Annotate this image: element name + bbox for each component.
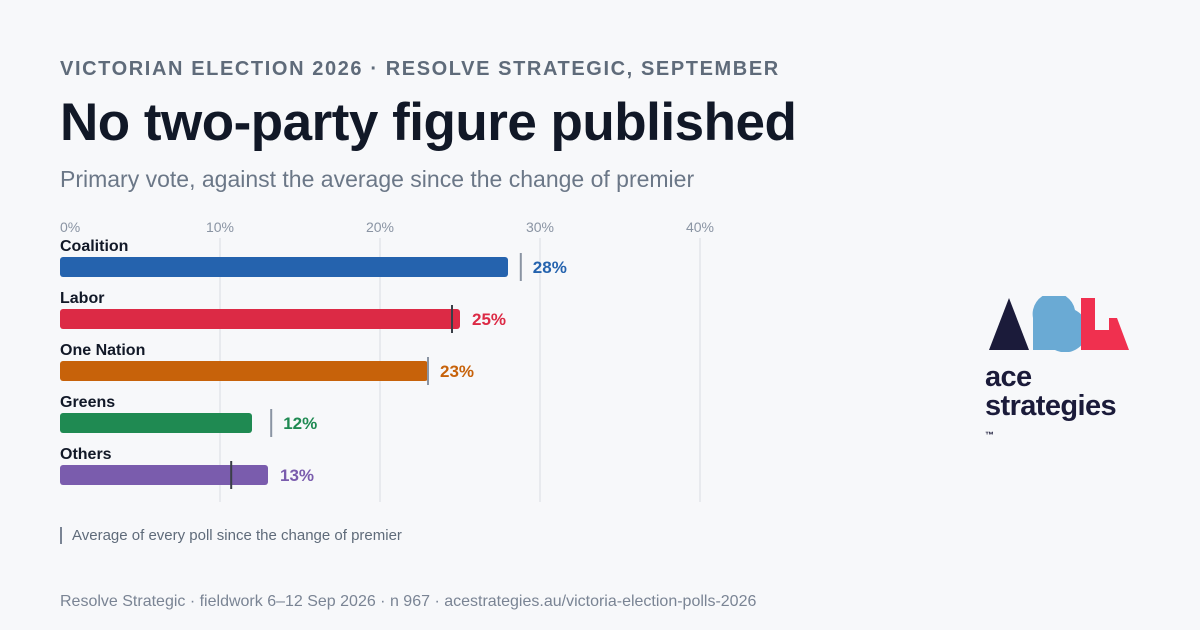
bar (60, 413, 252, 433)
chart-subtitle: Primary vote, against the average since … (60, 166, 695, 192)
ace-strategies-logo: ace strategies ™ (985, 292, 1145, 450)
x-tick-label: 10% (206, 219, 234, 235)
trademark-mark: ™ (985, 430, 994, 440)
bar (60, 257, 508, 277)
average-marker-swatch (60, 527, 62, 544)
source-footer: Resolve Strategic · fieldwork 6–12 Sep 2… (60, 593, 757, 610)
x-tick-label: 20% (366, 219, 394, 235)
chart-eyebrow: VICTORIAN ELECTION 2026 · RESOLVE STRATE… (60, 58, 780, 80)
x-tick-label: 30% (526, 219, 554, 235)
logo-text-strategies: strategies (985, 390, 1117, 422)
bar (60, 309, 460, 329)
value-label: 23% (440, 362, 474, 381)
chart-title: No two-party figure published (60, 93, 797, 152)
category-label: Greens (60, 394, 115, 411)
bar (60, 465, 268, 485)
average-legend: Average of every poll since the change o… (60, 527, 402, 544)
category-label: Others (60, 446, 112, 463)
average-legend-label: Average of every poll since the change o… (72, 527, 402, 544)
logo-text-ace: ace (985, 361, 1032, 393)
value-label: 28% (533, 258, 567, 277)
value-label: 25% (472, 310, 506, 329)
x-tick-label: 0% (60, 219, 80, 235)
category-label: Labor (60, 290, 104, 307)
category-label: One Nation (60, 342, 145, 359)
category-label: Coalition (60, 238, 128, 255)
value-label: 13% (280, 466, 314, 485)
bar (60, 361, 428, 381)
logo-shapes-icon (989, 292, 1129, 353)
x-tick-label: 40% (686, 219, 714, 235)
value-label: 12% (283, 414, 317, 433)
